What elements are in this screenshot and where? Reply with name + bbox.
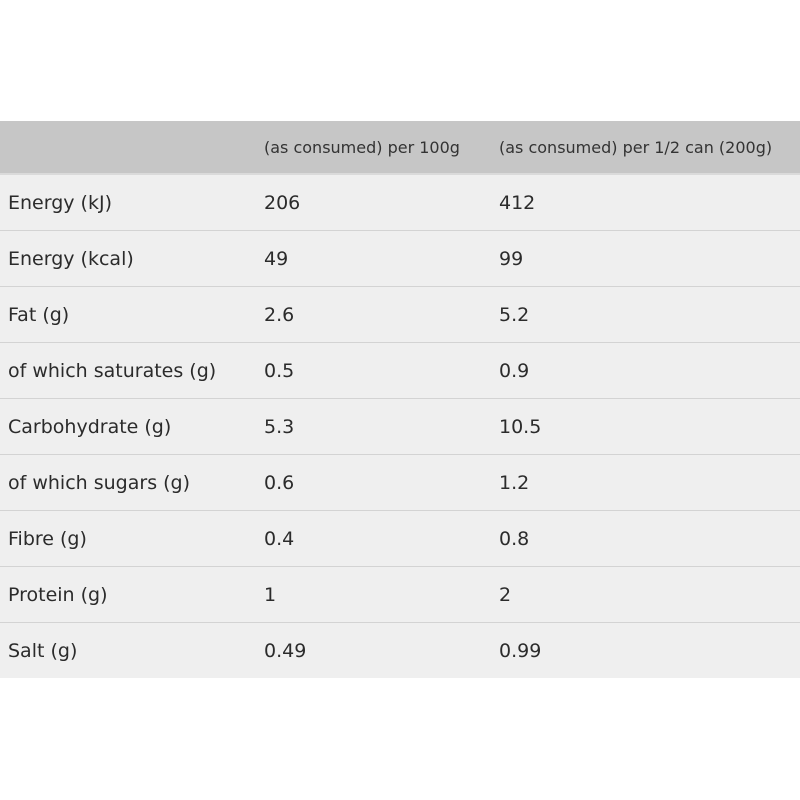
table-row: Protein (g) 1 2 <box>0 566 800 623</box>
table-row: Salt (g) 0.49 0.99 <box>0 622 800 678</box>
header-per-half-can: (as consumed) per 1/2 can (200g) <box>491 121 800 174</box>
value-per-half-can: 5.2 <box>491 286 800 343</box>
value-per-100g: 206 <box>256 173 491 231</box>
value-per-100g: 0.6 <box>256 454 491 511</box>
value-per-half-can: 2 <box>491 566 800 623</box>
value-per-100g: 5.3 <box>256 398 491 455</box>
nutrient-name: of which sugars (g) <box>0 454 256 511</box>
value-per-half-can: 99 <box>491 230 800 287</box>
table-row: Energy (kJ) 206 412 <box>0 173 800 231</box>
table-row: Fibre (g) 0.4 0.8 <box>0 510 800 567</box>
table-header-row: (as consumed) per 100g (as consumed) per… <box>0 121 800 174</box>
nutrient-name: Energy (kcal) <box>0 230 256 287</box>
value-per-half-can: 0.8 <box>491 510 800 567</box>
nutrient-name: Salt (g) <box>0 622 256 678</box>
value-per-half-can: 10.5 <box>491 398 800 455</box>
nutrient-name: Fibre (g) <box>0 510 256 567</box>
value-per-100g: 0.5 <box>256 342 491 399</box>
nutrient-name: Carbohydrate (g) <box>0 398 256 455</box>
table-row: Energy (kcal) 49 99 <box>0 230 800 287</box>
table-row: Fat (g) 2.6 5.2 <box>0 286 800 343</box>
table-row: of which saturates (g) 0.5 0.9 <box>0 342 800 399</box>
header-nutrient <box>0 121 256 174</box>
value-per-100g: 2.6 <box>256 286 491 343</box>
value-per-100g: 0.49 <box>256 622 491 678</box>
value-per-half-can: 0.9 <box>491 342 800 399</box>
value-per-100g: 0.4 <box>256 510 491 567</box>
nutrient-name: Protein (g) <box>0 566 256 623</box>
value-per-half-can: 1.2 <box>491 454 800 511</box>
nutrition-table: (as consumed) per 100g (as consumed) per… <box>0 121 800 678</box>
value-per-half-can: 0.99 <box>491 622 800 678</box>
value-per-100g: 1 <box>256 566 491 623</box>
nutrient-name: Fat (g) <box>0 286 256 343</box>
nutrient-name: of which saturates (g) <box>0 342 256 399</box>
table-row: Carbohydrate (g) 5.3 10.5 <box>0 398 800 455</box>
nutrient-name: Energy (kJ) <box>0 173 256 231</box>
table-row: of which sugars (g) 0.6 1.2 <box>0 454 800 511</box>
value-per-half-can: 412 <box>491 173 800 231</box>
value-per-100g: 49 <box>256 230 491 287</box>
header-per-100g: (as consumed) per 100g <box>256 121 491 174</box>
